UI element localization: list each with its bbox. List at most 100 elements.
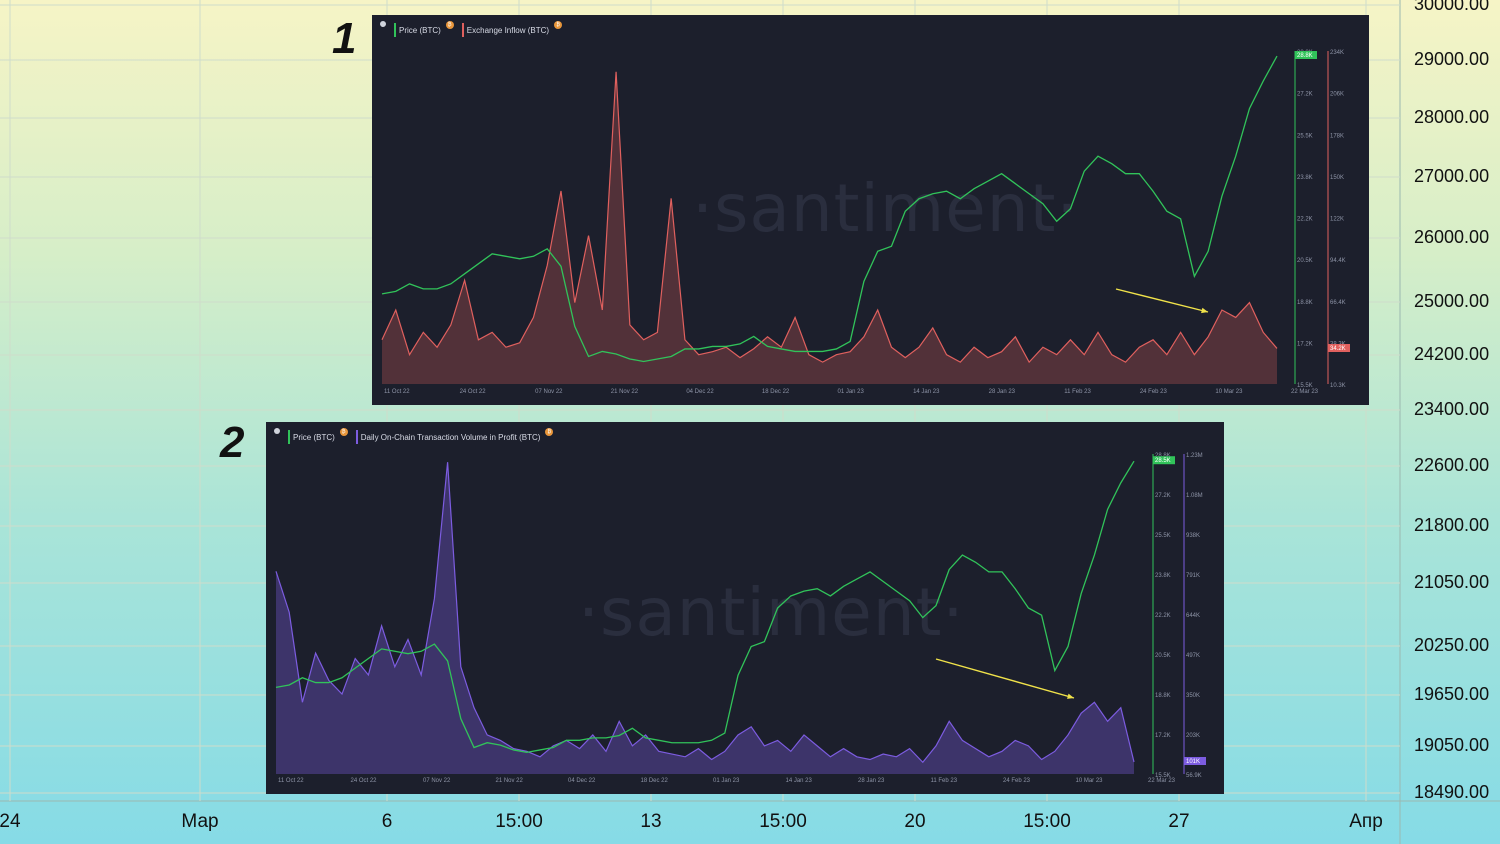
price-tick-label: 20.5K [1297, 258, 1313, 264]
secondary-tick-label: 644K [1186, 613, 1200, 619]
coin-icon: ₿ [339, 428, 348, 436]
x-axis-label: 24 Oct 22 [351, 778, 378, 784]
x-axis-label: 14 Jan 23 [786, 778, 813, 784]
price-tick-label: 18.8K [1297, 300, 1313, 306]
price-value-badge [1153, 456, 1175, 465]
x-axis-label: 07 Nov 22 [535, 389, 563, 395]
x-axis-label: 22 Mar 23 [1291, 389, 1319, 395]
legend-item-transaction-volume[interactable]: Daily On-Chain Transaction Volume in Pro… [355, 428, 554, 444]
secondary-tick-label: 94.4K [1330, 258, 1346, 264]
x-axis-label: 10 Mar 23 [1215, 389, 1243, 395]
price-tick-label: 18.8K [1155, 693, 1171, 699]
x-axis-label: 21 Nov 22 [496, 778, 524, 784]
secondary-tick-label: 350K [1186, 693, 1200, 699]
chart-panel-transaction-volume-in-profit: ·santiment· 28.8K 27.2K 25.5K 23.8K 22.2K 20.… [266, 422, 1224, 794]
x-axis-label: 28 Jan 23 [858, 778, 885, 784]
secondary-tick-label: 203K [1186, 733, 1200, 739]
price-tick-label: 20.5K [1155, 653, 1171, 659]
annotation-arrow-line [1115, 288, 1209, 313]
time-axis-label: Мар [181, 811, 219, 832]
secondary-tick-label: 10.3K [1330, 383, 1346, 389]
x-axis-label: 04 Dec 22 [568, 778, 596, 784]
price-axis-label: 24200.00 [1414, 344, 1490, 364]
price-swatch [288, 430, 290, 444]
x-axis-label: 10 Mar 23 [1076, 778, 1104, 784]
legend: Price (BTC) ₿ Exchange Inflow (BTC) ₿ [380, 21, 563, 37]
price-value-badge-text: 28.5K [1155, 458, 1171, 464]
exchange-inflow-chart-svg: 28.8K 27.2K 25.5K 23.8K 22.2K 20.5K 18.8K 17.2K… [381, 50, 1350, 395]
coin-icon: ₿ [545, 428, 554, 436]
legend-item-exchange-inflow[interactable]: Exchange Inflow (BTC) ₿ [461, 21, 563, 37]
secondary-tick-label: 150K [1330, 175, 1344, 181]
secondary-tick-label: 66.4K [1330, 300, 1346, 306]
panel-number-2: 2 [220, 418, 245, 467]
legend-label-transaction-volume: Daily On-Chain Transaction Volume in Pro… [360, 432, 541, 442]
x-axis-label: 11 Oct 22 [384, 389, 410, 395]
legend-label-price: Price (BTC) [399, 25, 441, 35]
price-tick-label: 25.5K [1155, 533, 1171, 539]
price-axis-label: 19050.00 [1414, 735, 1490, 755]
price-axis-label: 20250.00 [1414, 635, 1490, 655]
x-axis-label: 11 Feb 23 [1064, 389, 1091, 395]
price-value-badge [1295, 51, 1317, 60]
time-axis-label: 15:00 [495, 811, 543, 832]
x-axis-label: 11 Oct 22 [278, 778, 304, 784]
secondary-tick-label: 497K [1186, 653, 1200, 659]
secondary-value-badge-text: 101K [1186, 759, 1200, 765]
secondary-tick-label: 234K [1330, 50, 1344, 56]
price-axis-label: 29000.00 [1414, 49, 1490, 69]
time-axis-label: 6 [381, 811, 393, 832]
secondary-tick-label: 791K [1186, 573, 1200, 579]
price-axis-label: 27000.00 [1414, 166, 1490, 186]
time-axis-label: 20 [904, 811, 926, 832]
price-series-line [275, 460, 1135, 754]
price-tick-label: 27.2K [1155, 493, 1171, 499]
x-axis-label: 14 Jan 23 [913, 389, 940, 395]
watermark: ·santiment· [578, 574, 965, 651]
x-axis-label: 24 Feb 23 [1003, 778, 1031, 784]
price-tick-label: 25.5K [1297, 133, 1313, 139]
secondary-series-line [275, 462, 1135, 764]
secondary-series-area [276, 462, 1134, 774]
time-axis-label: 24 [0, 811, 21, 832]
time-axis-label: 13 [640, 811, 662, 832]
price-swatch [394, 23, 396, 37]
secondary-tick-label: 938K [1186, 533, 1200, 539]
secondary-tick-label: 56.9K [1186, 773, 1202, 779]
price-tick-label: 23.8K [1297, 175, 1313, 181]
price-axis-label: 26000.00 [1414, 227, 1490, 247]
secondary-tick-label: 1.08M [1186, 493, 1203, 499]
price-tick-label: 17.2K [1297, 341, 1313, 347]
price-tick-label: 22.2K [1155, 613, 1171, 619]
legend-item-price[interactable]: Price (BTC) ₿ [394, 21, 454, 37]
legend-label-price: Price (BTC) [293, 432, 335, 442]
x-axis-label: 01 Jan 23 [838, 389, 865, 395]
annotation-arrow-head [1201, 307, 1208, 314]
time-axis-label: Апр [1349, 811, 1383, 832]
price-axis-label: 18490.00 [1414, 782, 1490, 802]
chart-panel-exchange-inflow: ·santiment· 28.8K27.2K25.5K23.8K22.2K20.… [372, 15, 1369, 405]
time-axis-label: 15:00 [1023, 811, 1071, 832]
price-axis-label: 23400.00 [1414, 399, 1490, 419]
x-axis-label: 22 Mar 23 [1148, 778, 1176, 784]
legend-item-price[interactable]: Price (BTC) ₿ [288, 428, 348, 444]
volume-swatch [355, 430, 358, 444]
time-axis-label: 15:00 [759, 811, 807, 832]
secondary-tick-label: 1.23M [1186, 453, 1203, 459]
secondary-tick-label: 206K [1330, 92, 1344, 98]
x-axis-label: 04 Dec 22 [686, 389, 714, 395]
price-axis-label: 21800.00 [1414, 515, 1490, 535]
price-tick-label: 28.8K [1155, 453, 1171, 459]
x-axis-label: 24 Oct 22 [460, 389, 487, 395]
x-axis-label: 18 Dec 22 [641, 778, 669, 784]
price-tick-label: 23.8K [1155, 573, 1171, 579]
secondary-series-line [381, 71, 1278, 364]
price-axis-label: 21050.00 [1414, 572, 1490, 592]
price-tick-label: 27.2K [1297, 92, 1313, 98]
x-axis-label: 24 Feb 23 [1140, 389, 1168, 395]
secondary-series-area [382, 71, 1277, 385]
price-tick-label: 17.2K [1155, 733, 1171, 739]
annotation-arrow-head [1067, 693, 1074, 699]
coin-icon: ₿ [445, 21, 454, 29]
secondary-tick-label: 122K [1330, 217, 1344, 223]
